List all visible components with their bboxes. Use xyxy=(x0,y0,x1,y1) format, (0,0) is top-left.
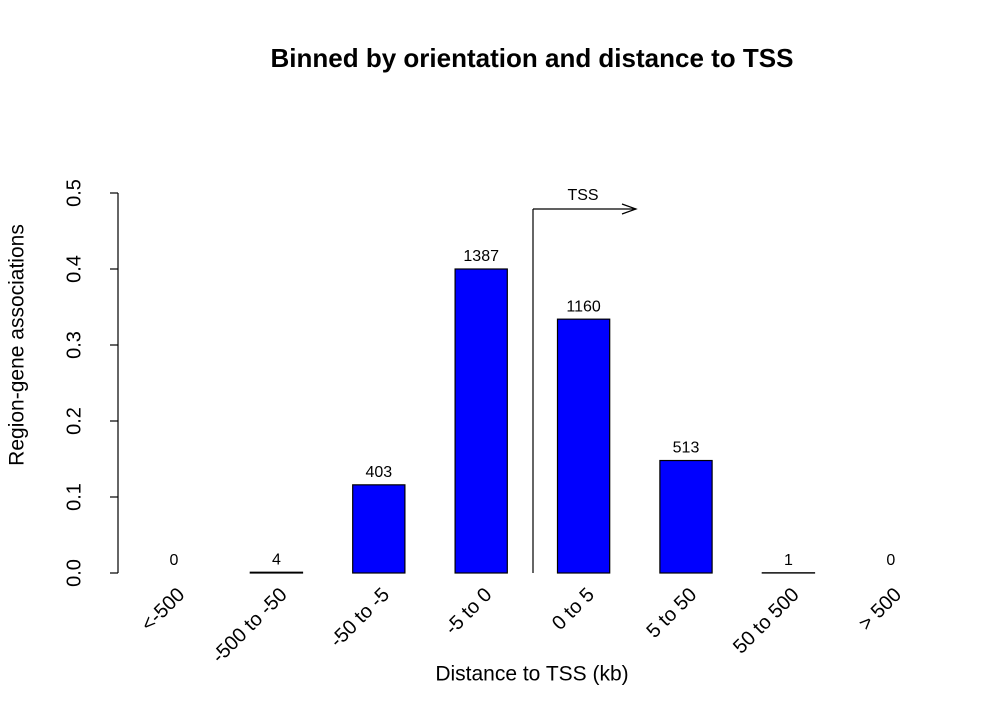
count-label: 1387 xyxy=(463,248,499,265)
count-label: 403 xyxy=(365,464,392,481)
bar xyxy=(659,459,713,574)
y-axis-title: Region-gene associations xyxy=(6,224,29,466)
x-tick-label: 50 to 500 xyxy=(729,584,804,659)
count-label: 0 xyxy=(886,552,895,569)
x-axis-title: Distance to TSS (kb) xyxy=(435,663,628,686)
chart-title: Binned by orientation and distance to TS… xyxy=(271,43,794,73)
y-tick-label: 0.2 xyxy=(63,407,85,435)
bar xyxy=(352,484,406,574)
count-label: 1 xyxy=(784,552,793,569)
count-label: 1160 xyxy=(566,298,601,315)
bar xyxy=(556,318,611,574)
annotation: TSS xyxy=(567,187,598,204)
y-tick-label: 0.1 xyxy=(63,483,85,511)
x-tick-label: 5 to 50 xyxy=(642,584,701,643)
x-tick-label: <-500 xyxy=(137,584,189,636)
y-tick-label: 0.0 xyxy=(63,559,85,587)
x-tick-label: > 500 xyxy=(855,584,906,635)
x-tick-label: -50 to -5 xyxy=(326,584,394,652)
x-tick-label: -5 to 0 xyxy=(441,584,497,640)
tss-arrowhead xyxy=(621,203,638,215)
y-tick-label: 0.5 xyxy=(63,179,85,207)
count-label: 513 xyxy=(673,440,700,457)
count-label: 4 xyxy=(272,551,281,568)
x-tick-label: -500 to -50 xyxy=(208,584,292,668)
count-label: 0 xyxy=(170,552,179,569)
y-tick-label: 0.4 xyxy=(63,255,85,283)
bar xyxy=(249,571,304,574)
bar xyxy=(454,268,508,574)
x-tick-label: 0 to 5 xyxy=(548,584,599,635)
y-tick-label: 0.3 xyxy=(63,331,85,359)
